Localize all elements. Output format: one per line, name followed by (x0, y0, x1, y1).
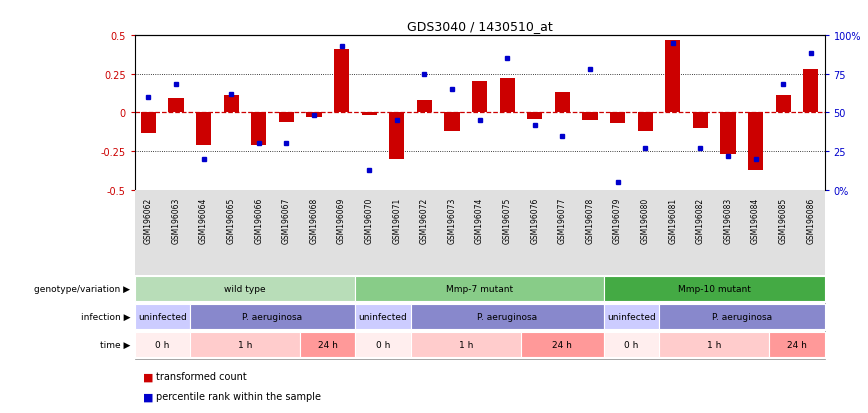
Bar (604, 332, 659, 358)
Text: GSM196081: GSM196081 (668, 197, 677, 243)
Bar (355, 332, 411, 358)
Bar (389, 113, 404, 159)
Text: GSM196080: GSM196080 (641, 197, 649, 243)
Text: 0 h: 0 h (155, 340, 169, 349)
Bar (665, 40, 681, 113)
Bar (472, 82, 487, 113)
Bar (720, 113, 735, 155)
Text: ■: ■ (143, 392, 154, 401)
Text: 0 h: 0 h (376, 340, 390, 349)
Bar (748, 113, 763, 170)
Bar (334, 50, 349, 113)
Text: 0 h: 0 h (624, 340, 639, 349)
Text: uninfected: uninfected (138, 312, 187, 321)
Bar (604, 277, 825, 302)
Text: GSM196082: GSM196082 (696, 197, 705, 243)
Title: GDS3040 / 1430510_at: GDS3040 / 1430510_at (407, 20, 552, 33)
Text: P. aeruginosa: P. aeruginosa (477, 312, 537, 321)
Bar (135, 277, 355, 302)
Text: uninfected: uninfected (358, 312, 407, 321)
Text: P. aeruginosa: P. aeruginosa (242, 312, 303, 321)
Text: GSM196085: GSM196085 (779, 197, 787, 243)
Bar (638, 113, 653, 132)
Text: uninfected: uninfected (607, 312, 655, 321)
Text: GSM196083: GSM196083 (724, 197, 733, 243)
Bar (355, 304, 411, 330)
Text: GSM196063: GSM196063 (172, 197, 181, 243)
Bar (769, 332, 825, 358)
Bar (141, 113, 156, 133)
Bar (582, 113, 597, 121)
Text: GSM196074: GSM196074 (475, 197, 484, 243)
Text: 1 h: 1 h (707, 340, 721, 349)
Bar (527, 113, 542, 119)
Bar (135, 304, 190, 330)
Bar (776, 96, 791, 113)
Text: GSM196065: GSM196065 (227, 197, 235, 243)
Text: transformed count: transformed count (156, 371, 247, 382)
Text: GSM196086: GSM196086 (806, 197, 815, 243)
Text: GSM196079: GSM196079 (613, 197, 622, 243)
Bar (362, 113, 377, 116)
Bar (190, 332, 300, 358)
Bar (196, 113, 211, 145)
Bar (251, 113, 266, 145)
Text: GSM196067: GSM196067 (282, 197, 291, 243)
Bar (604, 304, 659, 330)
Text: Mmp-7 mutant: Mmp-7 mutant (446, 284, 513, 293)
Bar (411, 332, 521, 358)
Bar (500, 79, 515, 113)
Bar (300, 332, 355, 358)
Text: GSM196078: GSM196078 (586, 197, 595, 243)
Bar (803, 70, 819, 113)
Text: GSM196075: GSM196075 (503, 197, 511, 243)
Bar (693, 113, 708, 128)
Bar (610, 113, 625, 124)
Bar (659, 332, 769, 358)
Text: GSM196062: GSM196062 (144, 197, 153, 243)
Text: GSM196064: GSM196064 (199, 197, 208, 243)
Text: GSM196072: GSM196072 (420, 197, 429, 243)
Bar (168, 99, 183, 113)
Text: 1 h: 1 h (458, 340, 473, 349)
Bar (190, 304, 355, 330)
Text: GSM196066: GSM196066 (254, 197, 263, 243)
Text: GSM196070: GSM196070 (365, 197, 373, 243)
Text: ■: ■ (143, 371, 154, 382)
Text: 24 h: 24 h (318, 340, 338, 349)
Text: GSM196073: GSM196073 (448, 197, 457, 243)
Text: P. aeruginosa: P. aeruginosa (712, 312, 772, 321)
Bar (355, 277, 604, 302)
Bar (135, 332, 190, 358)
Bar (224, 96, 239, 113)
Text: GSM196069: GSM196069 (337, 197, 346, 243)
Text: 1 h: 1 h (238, 340, 252, 349)
Text: percentile rank within the sample: percentile rank within the sample (156, 392, 321, 401)
Text: wild type: wild type (224, 284, 266, 293)
Text: GSM196084: GSM196084 (751, 197, 760, 243)
Bar (521, 332, 604, 358)
Bar (411, 304, 604, 330)
Bar (555, 93, 570, 113)
Bar (306, 113, 321, 118)
Bar (417, 101, 432, 113)
Text: Mmp-10 mutant: Mmp-10 mutant (678, 284, 751, 293)
Bar (659, 304, 825, 330)
Bar (444, 113, 459, 132)
Text: GSM196068: GSM196068 (310, 197, 319, 243)
Text: time ▶: time ▶ (100, 341, 130, 349)
Text: GSM196077: GSM196077 (558, 197, 567, 243)
Text: GSM196076: GSM196076 (530, 197, 539, 243)
Text: GSM196071: GSM196071 (392, 197, 401, 243)
Text: 24 h: 24 h (787, 340, 807, 349)
Text: genotype/variation ▶: genotype/variation ▶ (34, 285, 130, 294)
Text: infection ▶: infection ▶ (81, 313, 130, 322)
Bar (279, 113, 294, 122)
Text: 24 h: 24 h (552, 340, 572, 349)
